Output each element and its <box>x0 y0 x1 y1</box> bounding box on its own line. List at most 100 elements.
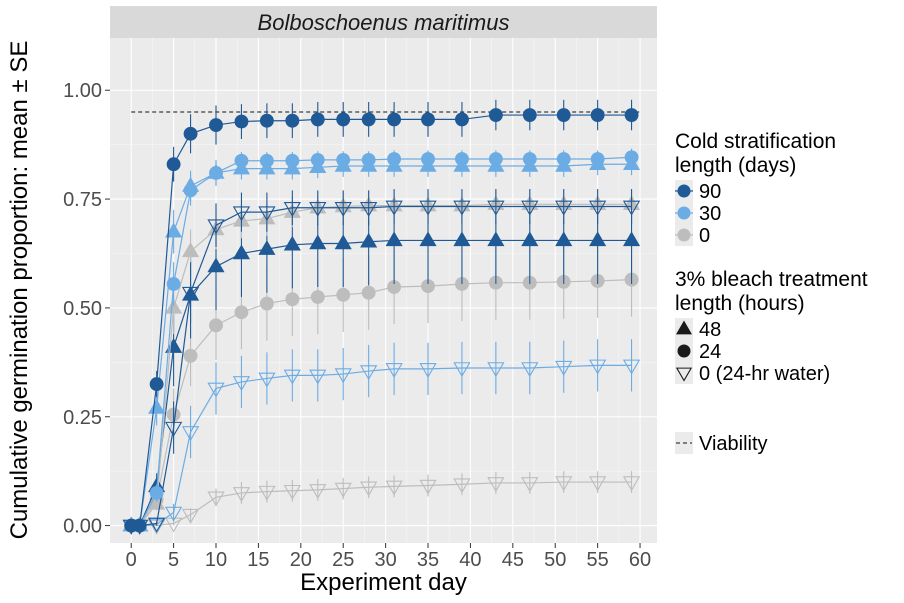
legend-cold-title-line1: Cold stratification <box>675 130 836 153</box>
data-point <box>181 508 200 524</box>
data-point <box>385 231 403 247</box>
series-90-days-24-h <box>124 99 639 533</box>
data-point <box>234 305 249 320</box>
legend-bleach-label: 0 (24-hr water) <box>699 363 830 385</box>
data-point <box>522 152 537 166</box>
data-point <box>419 479 437 495</box>
data-point <box>285 292 300 307</box>
data-point <box>209 166 223 180</box>
data-point <box>624 108 639 122</box>
data-point <box>488 152 503 166</box>
legend-cold-label: 0 <box>699 225 710 247</box>
data-point <box>453 200 471 216</box>
legend-key-bg <box>675 362 693 384</box>
data-point <box>209 118 223 133</box>
data-point <box>419 231 437 247</box>
y-tick-label: 0.00 <box>63 516 102 538</box>
y-tick-label: 1.00 <box>63 80 102 102</box>
data-point <box>385 200 403 216</box>
data-point <box>232 487 251 503</box>
series-line <box>131 205 632 527</box>
data-point <box>258 372 276 388</box>
data-point <box>555 360 573 376</box>
data-point <box>234 114 249 129</box>
data-point <box>149 485 164 500</box>
x-tick-label: 50 <box>544 549 566 571</box>
data-point <box>624 150 639 165</box>
data-point <box>207 219 225 235</box>
data-point <box>361 285 376 300</box>
data-point <box>259 113 274 128</box>
data-point <box>588 476 607 492</box>
data-point <box>555 200 573 216</box>
data-point <box>310 152 325 167</box>
x-tick-label: 45 <box>502 549 524 571</box>
data-point <box>209 318 223 333</box>
data-point <box>421 152 435 166</box>
data-point <box>283 484 301 500</box>
y-tick-label: 0.25 <box>63 407 102 429</box>
data-point <box>421 112 435 127</box>
data-point <box>385 480 403 496</box>
data-point <box>453 362 471 378</box>
data-point <box>147 517 166 533</box>
data-point <box>310 112 325 127</box>
y-tick-label: 0.75 <box>63 189 102 211</box>
x-tick-label: 60 <box>629 549 651 571</box>
data-point <box>166 277 181 291</box>
data-point <box>258 485 276 501</box>
data-point <box>259 153 274 168</box>
x-tick-label: 5 <box>168 549 179 571</box>
data-point <box>232 244 251 260</box>
legend-bleach-title-line2: length (hours) <box>675 292 805 315</box>
data-point <box>622 231 641 247</box>
data-point <box>232 376 251 392</box>
legend-bleach-label: 24 <box>699 341 721 363</box>
legend-key-shape <box>675 320 693 335</box>
x-tick-label: 35 <box>417 549 439 571</box>
y-axis-label: Cumulative germination proportion: mean … <box>6 41 33 540</box>
data-point <box>622 200 641 216</box>
data-point <box>283 235 301 251</box>
data-point <box>521 200 539 216</box>
data-point <box>181 242 200 258</box>
series-line <box>131 481 632 527</box>
data-point <box>622 359 641 375</box>
data-point <box>164 421 183 437</box>
data-point <box>555 476 573 492</box>
x-tick-label: 30 <box>374 549 396 571</box>
x-tick-label: 40 <box>459 549 481 571</box>
x-tick-label: 10 <box>205 549 227 571</box>
data-point <box>522 108 537 122</box>
data-point <box>588 359 607 375</box>
facet-title: Bolboschoenus maritimus <box>258 10 510 35</box>
legend-viability-label: Viability <box>699 433 768 455</box>
data-point <box>455 152 469 166</box>
legend-key-shape <box>675 367 693 382</box>
data-point <box>385 363 403 379</box>
data-point <box>309 369 327 385</box>
data-point <box>361 112 376 127</box>
data-point <box>453 478 471 494</box>
data-point <box>336 287 351 302</box>
x-axis-label: Experiment day <box>300 569 467 596</box>
data-point <box>165 298 183 314</box>
data-point <box>334 368 352 384</box>
data-point <box>419 363 437 379</box>
data-point <box>589 231 607 247</box>
data-point <box>334 234 352 250</box>
data-point <box>309 201 327 217</box>
data-point <box>419 200 437 216</box>
data-point <box>588 200 607 216</box>
data-point <box>360 201 378 217</box>
series-line <box>131 163 632 527</box>
legend-cold-label: 90 <box>699 181 721 203</box>
data-point <box>455 112 469 127</box>
data-point <box>387 112 402 127</box>
data-point <box>556 152 571 166</box>
data-point <box>590 152 605 166</box>
data-point <box>164 506 183 522</box>
data-point <box>487 200 505 216</box>
data-point <box>285 113 300 128</box>
